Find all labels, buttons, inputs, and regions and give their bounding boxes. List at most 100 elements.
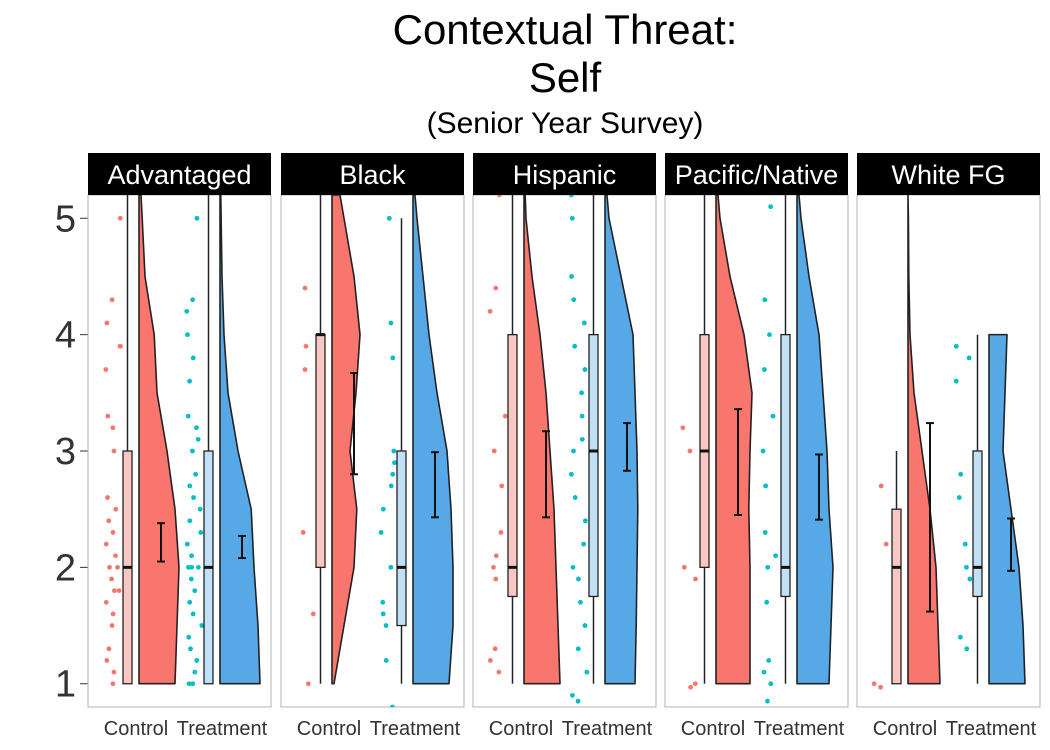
data-point	[187, 518, 193, 524]
data-point	[487, 308, 493, 314]
data-point	[390, 704, 395, 707]
violin	[604, 195, 639, 685]
data-point	[688, 684, 693, 690]
data-point	[768, 681, 774, 687]
box-iqr	[507, 333, 518, 598]
data-point	[953, 378, 959, 384]
data-point	[391, 448, 397, 454]
data-point	[571, 297, 577, 303]
data-point	[195, 564, 201, 570]
data-point	[300, 530, 306, 535]
data-point	[189, 553, 195, 559]
data-point	[194, 658, 200, 663]
y-tick-label: 5	[55, 198, 76, 240]
panel-strip-label: White FG	[891, 160, 1005, 190]
data-point	[187, 599, 193, 605]
data-point	[392, 460, 397, 466]
data-point	[184, 541, 190, 547]
data-point	[388, 564, 394, 570]
box-iqr	[315, 333, 326, 569]
data-point	[582, 518, 588, 524]
data-point	[194, 215, 200, 221]
data-point	[761, 669, 767, 675]
panel-strip	[665, 153, 848, 195]
data-point	[195, 436, 201, 442]
data-point	[109, 576, 114, 582]
data-point	[773, 553, 779, 559]
data-point	[194, 425, 199, 431]
violin	[523, 195, 561, 685]
data-point	[390, 471, 396, 477]
panel-strip-label: Black	[339, 160, 406, 190]
data-point	[883, 541, 889, 547]
data-point	[693, 576, 698, 582]
data-point	[577, 599, 583, 605]
y-tick-label: 1	[55, 664, 76, 706]
data-point	[579, 436, 585, 442]
data-point	[575, 698, 581, 704]
data-point	[770, 413, 776, 419]
data-point	[110, 611, 116, 617]
facet-panel: Black Control Treatment	[280, 153, 465, 740]
data-point	[581, 541, 587, 547]
data-point	[487, 658, 493, 663]
data-point	[496, 669, 502, 675]
data-point	[579, 413, 585, 419]
data-point	[186, 634, 192, 640]
data-point	[493, 285, 499, 291]
violin	[796, 195, 834, 685]
data-point	[964, 564, 969, 570]
data-point	[878, 483, 884, 489]
data-point	[964, 646, 970, 652]
violin	[715, 195, 753, 685]
data-point	[106, 518, 112, 524]
data-point	[386, 215, 392, 221]
data-point	[572, 495, 578, 500]
panel-strip-label: Hispanic	[513, 160, 617, 190]
x-tick-label: Treatment	[562, 718, 653, 740]
box-iqr	[780, 333, 791, 598]
data-point	[103, 367, 109, 372]
data-point	[189, 564, 195, 570]
data-point	[499, 483, 505, 489]
data-point	[763, 483, 769, 489]
facet-panel: White FG Control Treatment	[856, 153, 1041, 740]
panel-content	[103, 195, 261, 687]
data-point	[569, 274, 574, 279]
data-point	[390, 355, 396, 361]
chart-title-line-2: Self	[528, 54, 602, 101]
data-point	[197, 506, 203, 512]
data-point	[388, 320, 394, 326]
data-point	[112, 588, 117, 594]
data-point	[687, 448, 693, 454]
data-point	[967, 576, 973, 582]
data-point	[111, 448, 117, 454]
panel-strip	[88, 153, 271, 195]
data-point	[575, 646, 581, 652]
data-point	[681, 564, 687, 570]
data-point	[570, 564, 576, 570]
data-point	[767, 332, 772, 338]
data-point	[193, 471, 199, 477]
data-point	[878, 684, 884, 690]
data-point	[110, 681, 116, 687]
panel-strip-label: Advantaged	[107, 160, 251, 190]
data-point	[118, 343, 123, 349]
x-tick-label: Control	[873, 718, 937, 740]
data-point	[185, 332, 190, 338]
data-point	[109, 297, 115, 303]
data-point	[113, 506, 119, 512]
data-point	[496, 195, 502, 198]
data-point	[380, 611, 386, 617]
data-point	[110, 425, 116, 431]
data-point	[502, 413, 508, 419]
data-point	[383, 623, 389, 628]
data-point	[761, 367, 767, 372]
data-point	[113, 553, 118, 559]
panel-content	[871, 195, 1026, 690]
data-point	[105, 495, 110, 500]
data-point	[191, 495, 196, 500]
data-point	[568, 195, 574, 198]
panel-content	[487, 195, 639, 704]
data-point	[958, 634, 963, 640]
